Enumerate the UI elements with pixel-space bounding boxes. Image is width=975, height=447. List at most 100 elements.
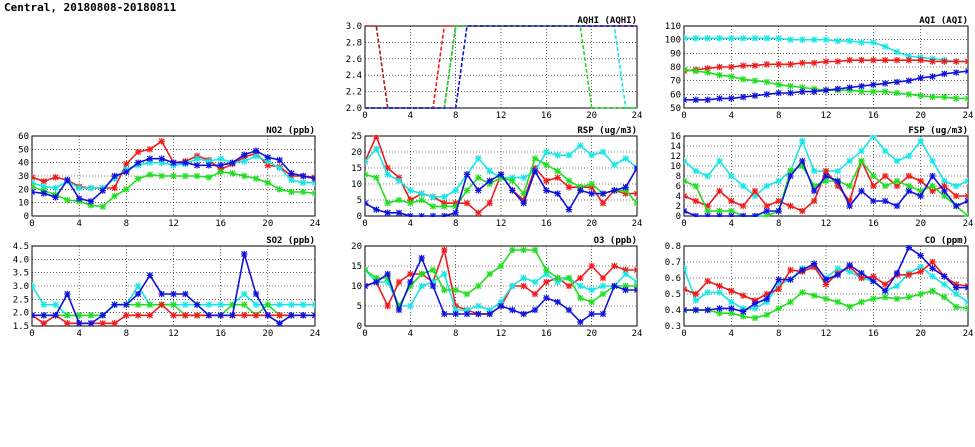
aqi-series-cyan-point [799,36,806,43]
o3-series-cyan-point [599,282,607,290]
fsp-ytick-label: 14 [670,142,681,152]
o3-series-green-point [588,298,595,306]
aqi-series-red-point [787,61,794,68]
no2-series-blue-point [182,159,189,166]
no2-ytick-label: 10 [18,199,29,209]
co-series-blue-point [763,295,771,302]
rsp-series-blue-point [588,190,595,197]
aqhi-series-blue-line [365,25,637,109]
rsp-series-cyan-point [441,193,448,200]
aqi-ytick-label: 100 [665,36,681,46]
aqi-series-green-point [739,76,747,83]
so2-series-red-point [99,320,106,327]
aqi-series-red-point [716,63,723,71]
so2-series-green-point [146,301,154,308]
aqi-series-blue-point [929,73,936,80]
o3-series-red-point [588,262,595,270]
fsp-series-blue-point [964,197,968,205]
so2-series-green-point [64,312,71,319]
fsp-xtick-label: 0 [681,219,686,229]
aqi-series-blue-point [787,89,794,97]
so2-xtick-label: 24 [310,329,321,339]
aqi-xtick-label: 12 [821,111,832,121]
fsp-series-cyan-point [858,147,865,155]
co-series-red-point [775,286,782,293]
o3-title: O3 (ppb) [594,236,637,246]
aqhi-xtick-label: 16 [541,111,552,121]
rsp-series-blue-point [622,184,629,191]
aqi-xtick-label: 24 [963,111,974,121]
co-series-blue-point [893,270,901,277]
aqi-series-blue-point [799,88,806,95]
fsp-series-cyan-point [692,167,700,175]
o3-ytick-label: 20 [351,242,362,252]
fsp-series-blue-point [941,187,948,195]
fsp-series-cyan-point [810,167,818,175]
aqi-ytick-label: 50 [670,104,681,114]
no2-series-cyan-point [300,179,307,186]
no2-series-cyan-point [276,164,283,172]
fsp-series-cyan-point [799,137,806,145]
rsp-series-blue-point [633,164,637,172]
rsp-series-blue-point [497,171,505,178]
no2-ytick-label: 40 [18,159,29,169]
fsp-series-blue-point [822,172,830,180]
fsp-series-blue-point [905,187,913,195]
fsp-xtick-label: 20 [915,219,926,229]
so2-series-blue-point [205,312,213,319]
so2-series-blue-point [217,312,224,319]
aqi-series-cyan-point [810,36,818,43]
aqi-series-blue-point [763,91,771,98]
fsp-series-green-point [893,177,901,185]
so2-series-red-point [158,301,165,308]
aqi-series-cyan-point [739,35,747,42]
aqi-series-red-point [763,61,771,68]
so2-series-blue-point [32,312,36,319]
rsp-series-cyan-point [418,190,425,197]
rsp-series-cyan-point [599,148,607,156]
co-series-blue-point [917,252,924,259]
co-ytick-label: 0.5 [665,290,681,300]
so2-series-blue-point [170,290,177,298]
co-series-cyan-point [952,290,960,298]
fsp-series-green-point [858,157,865,165]
o3-series-green-point [599,290,607,298]
co-series-red-point [870,273,877,280]
rsp-series-green-point [633,200,637,207]
co-series-red-point [929,258,936,266]
co-series-blue-point [799,266,806,274]
co-series-blue-point [834,271,842,278]
rsp-ytick-label: 20 [351,148,362,158]
rsp-ytick-label: 25 [351,132,362,142]
fsp-series-blue-point [775,207,782,215]
no2-ytick-label: 50 [18,145,29,155]
co-series-cyan-point [692,297,700,304]
o3-xtick-label: 16 [541,329,552,339]
aqi-series-cyan-point [728,35,735,42]
so2-series-red-point [182,312,189,319]
no2-series-blue-point [64,176,71,184]
no2-series-cyan-point [252,152,260,160]
o3-ytick-label: 10 [351,282,362,292]
so2-series-cyan-point [217,301,224,308]
aqi-series-blue-point [941,70,948,78]
rsp-title: RSP (ug/m3) [577,126,637,136]
o3-series-red-point [531,290,539,298]
no2-series-blue-point [32,188,36,196]
no2-xtick-label: 4 [76,219,81,229]
no2-series-red-point [123,160,130,168]
co-xtick-label: 24 [963,329,974,339]
rsp-series-cyan-point [373,145,380,152]
co-series-green-point [775,305,782,312]
fsp-ytick-label: 4 [676,192,681,202]
co-series-cyan-point [964,298,968,306]
co-xtick-label: 20 [915,329,926,339]
so2-series-blue-point [134,290,142,298]
so2-series-red-point [134,312,142,319]
no2-series-green-point [217,168,224,176]
aqi-series-red-point [775,61,782,68]
no2-series-blue-point [75,195,83,202]
so2-series-red-point [40,320,47,327]
co-xtick-label: 0 [681,329,686,339]
o3-series-blue-point [395,306,403,314]
